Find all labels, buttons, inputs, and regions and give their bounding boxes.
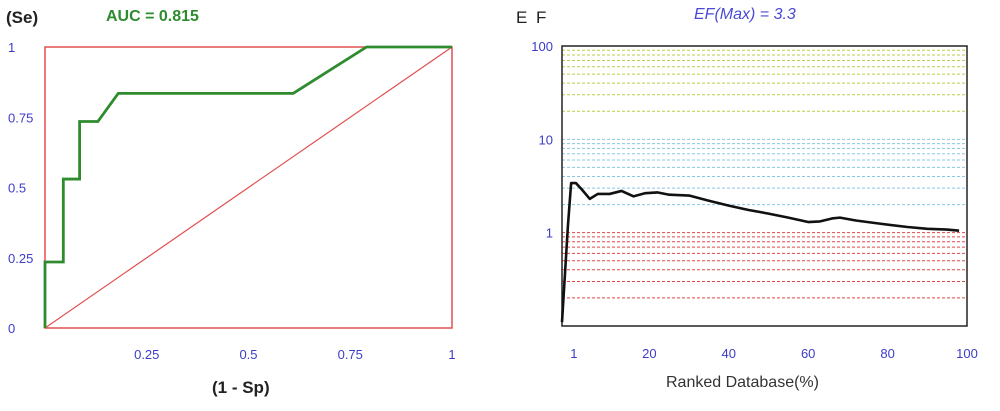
ef-max-title: EF(Max) = 3.3 — [694, 6, 796, 23]
roc-y-tick-label: 0 — [8, 321, 15, 336]
roc-x-tick-label: 0.5 — [239, 347, 257, 362]
ef-curve-line — [560, 181, 960, 323]
roc-y-tick-label: 0.25 — [8, 251, 33, 266]
roc-curve-line — [43, 45, 452, 328]
ef-x-tick-label: 100 — [956, 346, 978, 361]
roc-random-diagonal-line — [44, 46, 453, 329]
roc-y-tick-label: 0.5 — [8, 181, 26, 196]
ef-y-axis-label: E F — [516, 8, 549, 27]
roc-y-tick-label: 1 — [8, 40, 15, 55]
ef-x-axis-label: Ranked Database(%) — [666, 374, 819, 391]
ef-y-tick-label: 100 — [531, 39, 553, 54]
roc-x-axis-label: (1 - Sp) — [212, 378, 270, 397]
ef-plot-frame — [561, 45, 968, 327]
ef-x-tick-label: 20 — [642, 346, 656, 361]
ef-x-tick-label: 80 — [880, 346, 894, 361]
roc-y-tick-label: 0.75 — [8, 110, 33, 125]
ef-y-tick-label: 10 — [539, 132, 553, 147]
roc-x-tick-label: 0.75 — [338, 347, 363, 362]
roc-x-tick-label: 1 — [448, 347, 455, 362]
roc-y-axis-label: (Se) — [6, 8, 39, 27]
ef-x-tick-label: 40 — [722, 346, 736, 361]
roc-plot-frame — [44, 46, 453, 329]
ef-x-tick-label: 60 — [801, 346, 815, 361]
roc-x-tick-label: 0.25 — [134, 347, 159, 362]
ef-y-tick-label: 1 — [546, 226, 553, 241]
ef-x-tick-label: 1 — [570, 346, 577, 361]
roc-auc-title: AUC = 0.815 — [106, 8, 199, 25]
